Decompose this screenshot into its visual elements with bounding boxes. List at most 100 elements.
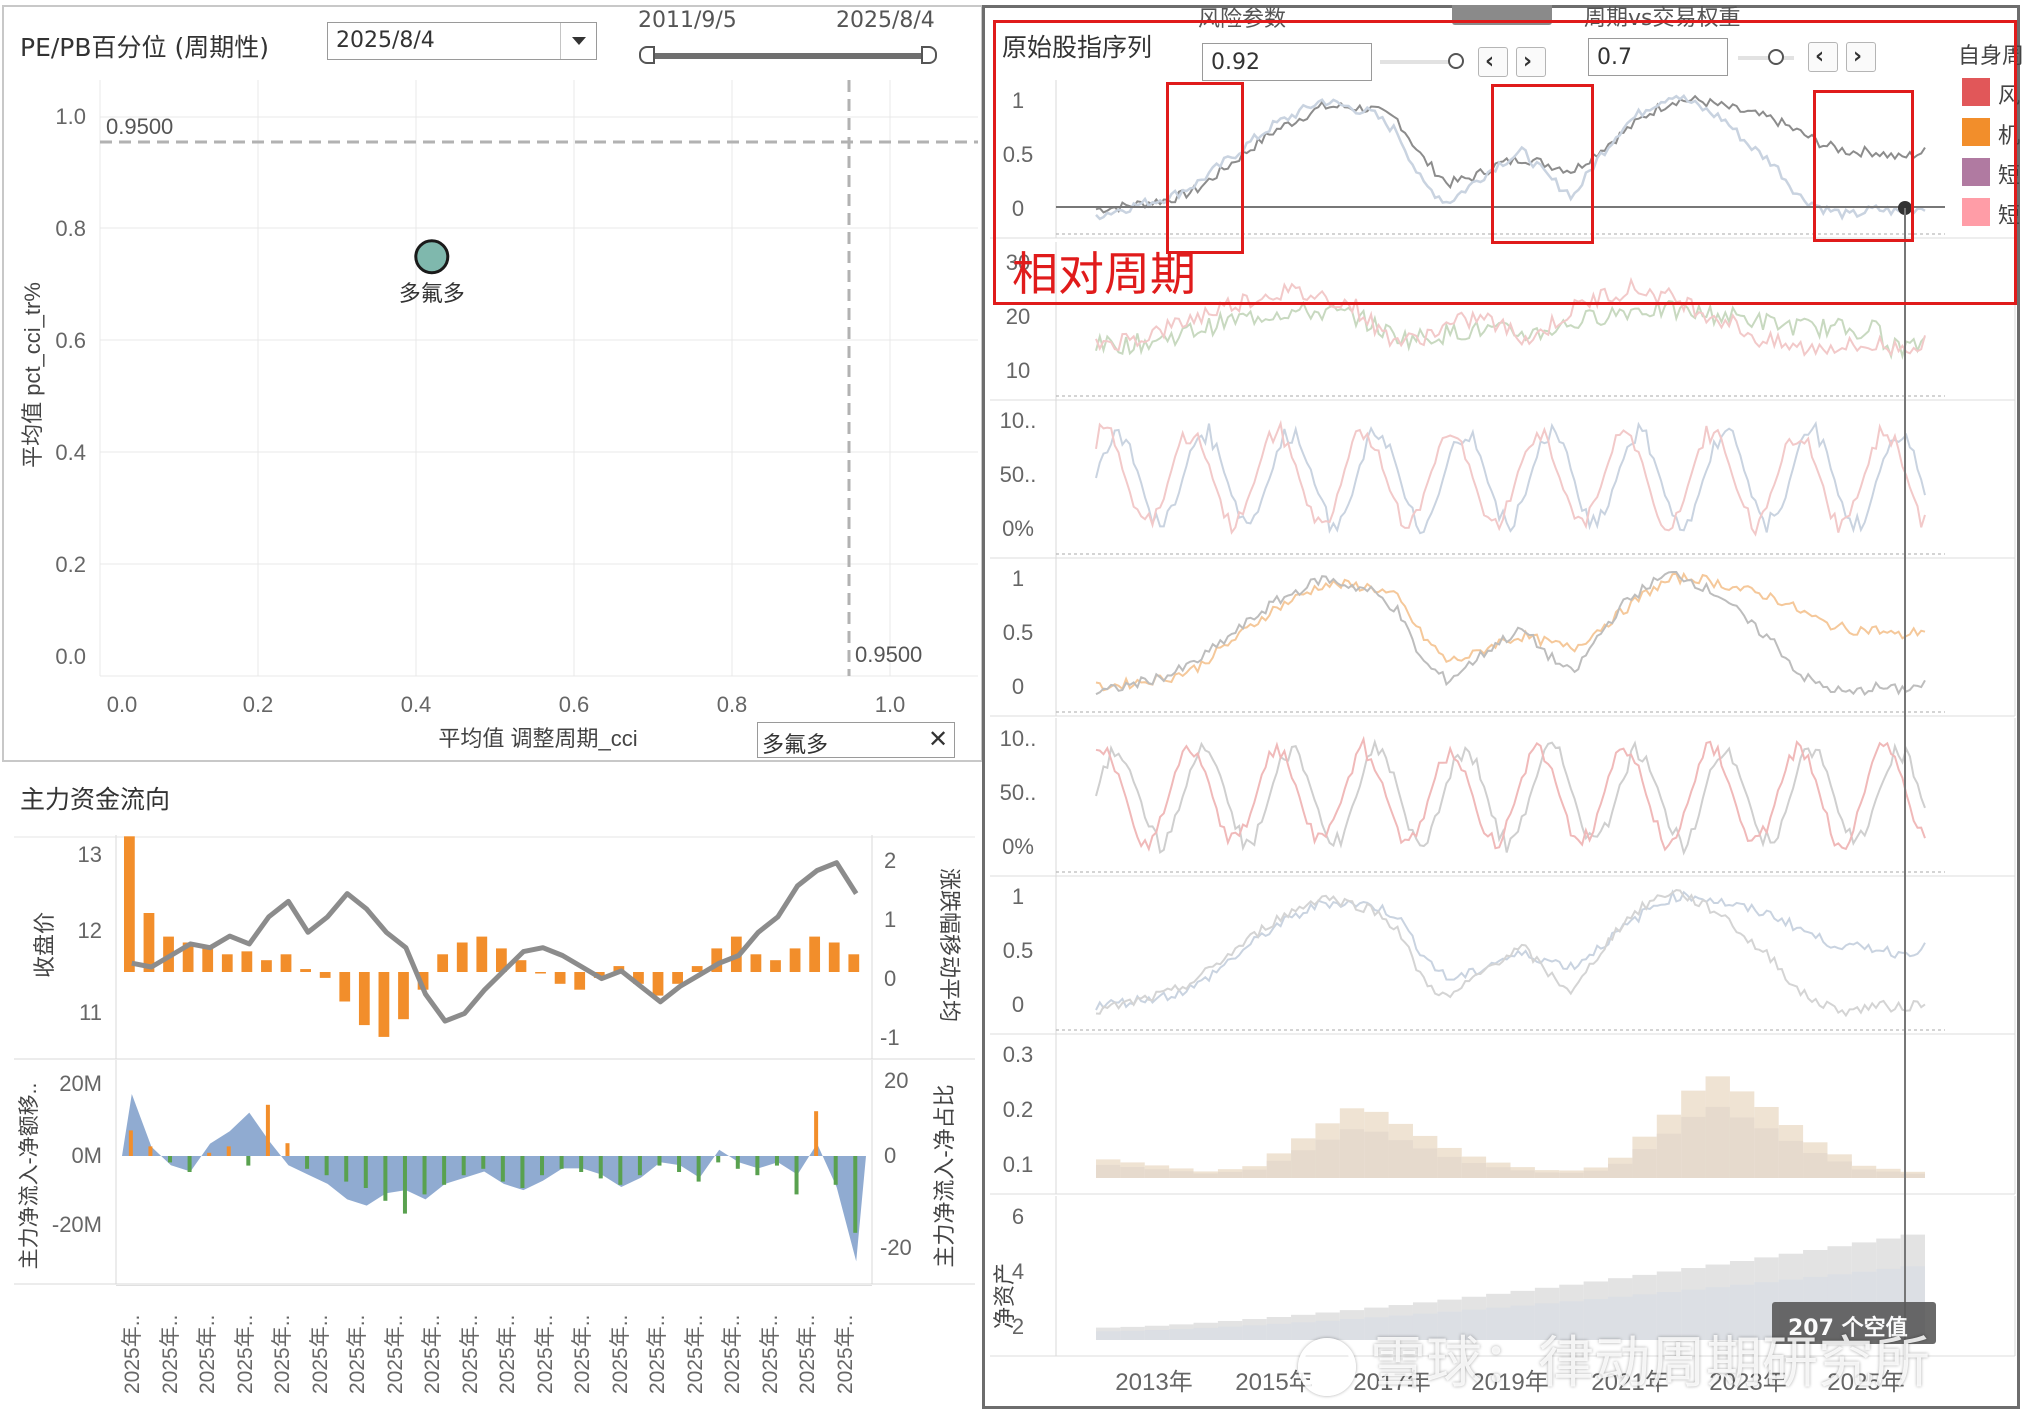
- legend-swatch[interactable]: [1962, 158, 1990, 186]
- date-tick: 2025年..: [121, 1314, 144, 1394]
- y-tick: 2: [884, 848, 896, 873]
- legend-swatch[interactable]: [1962, 78, 1990, 106]
- y-tick: 0%: [1002, 834, 1034, 859]
- filter-chip[interactable]: 多氟多 ✕: [757, 722, 955, 758]
- area-bar: [1364, 1317, 1389, 1340]
- filter-chip-value: 多氟多: [762, 733, 829, 758]
- flow-bar: [809, 936, 821, 972]
- date-tick: 2025年..: [233, 1314, 257, 1394]
- area-bar: [1632, 1149, 1657, 1178]
- index-subpanel: 10..50..0%10.50: [990, 400, 2016, 559]
- scatter-plot: 0.9500 0.9500 1.0 0.8 0.6 0.4 0.2 0.0 0.…: [20, 80, 978, 751]
- range-slider-track[interactable]: [652, 53, 928, 59]
- flow-bar: [422, 1156, 427, 1195]
- flow-bar: [618, 1156, 623, 1185]
- weight-prev-button[interactable]: ‹: [1808, 42, 1838, 72]
- flow-bar: [691, 966, 703, 972]
- series-line: [1095, 276, 1926, 357]
- series-line: [1095, 889, 1926, 1011]
- flow-bar: [481, 1156, 486, 1169]
- y-tick: -20: [880, 1235, 912, 1260]
- flow-bar: [305, 1156, 310, 1169]
- area-bar: [1339, 1129, 1365, 1178]
- area-bar: [1120, 1167, 1145, 1178]
- weight-slider-handle[interactable]: [1768, 49, 1784, 65]
- date-tick: 2025年..: [158, 1314, 182, 1394]
- index-panels: 10.501.530201021.5110..50..0%10.5010.506…: [990, 80, 2016, 1357]
- x-tick: 2013年: [1115, 1369, 1192, 1396]
- flow-bar: [319, 972, 331, 978]
- y-tick: 1.0: [55, 104, 86, 129]
- y-tick: 0.5: [1003, 938, 1034, 963]
- flow-bar: [398, 972, 409, 1020]
- series-line: [1095, 94, 1926, 214]
- date-tick-row: 2025年.. 2025年.. 2025年.. 2025年.. 2025年.. 2025年…: [116, 1285, 872, 1401]
- xueqiu-logo-icon: [1298, 1337, 1356, 1396]
- flow-bar: [613, 966, 625, 972]
- price-right-axis-label: 涨跌幅移动平均: [937, 868, 962, 1022]
- chevron-left-icon: ‹: [1815, 44, 1825, 69]
- series-line: [1095, 735, 1926, 852]
- weight-slider[interactable]: [1738, 56, 1794, 60]
- date-dropdown[interactable]: 2025/8/4: [327, 22, 597, 60]
- area-bar: [1534, 1172, 1560, 1178]
- flow-bar: [515, 960, 527, 972]
- x-tick: 0.0: [107, 692, 138, 717]
- price-left-axis-label: 收盘价: [32, 912, 57, 978]
- y-tick: 2: [1012, 1314, 1024, 1339]
- flow-bar: [221, 954, 233, 972]
- flow-bar: [285, 1143, 290, 1156]
- range-start-label: 2011/9/5: [638, 8, 737, 33]
- y-tick: 0: [1012, 674, 1024, 699]
- date-tick: 2025年..: [758, 1314, 782, 1394]
- tooltip-text: 207 个空值: [1788, 1316, 1908, 1341]
- flow-bar: [324, 1156, 329, 1176]
- flow-bar: [402, 1156, 407, 1214]
- price-chart: 13 12 11 2 1 0 -1 收盘价 涨跌幅移动平均: [14, 835, 975, 1060]
- flow-bar: [383, 1156, 388, 1201]
- area-bar: [1876, 1171, 1901, 1178]
- legend-swatch[interactable]: [1962, 118, 1990, 146]
- area-bar: [1705, 1106, 1730, 1178]
- flow-bar: [358, 972, 370, 1026]
- relative-cycle-box: [993, 20, 2017, 305]
- area-bar: [1827, 1161, 1852, 1178]
- close-icon[interactable]: ✕: [928, 725, 949, 753]
- legend-swatch[interactable]: [1962, 198, 1990, 226]
- y-tick: 0.5: [1003, 620, 1034, 645]
- area-bar: [1729, 1117, 1755, 1178]
- y-tick: 10..: [1000, 408, 1037, 433]
- flow-bar: [598, 1156, 603, 1179]
- range-slider-end-handle[interactable]: [921, 46, 937, 64]
- flow-left-axis-label: 主力净流入-净额移..: [18, 1083, 41, 1270]
- flow-bar: [848, 954, 860, 972]
- x-tick: 2021年: [1591, 1369, 1668, 1396]
- weight-input[interactable]: 0.7: [1588, 38, 1728, 76]
- risk-param-input[interactable]: 0.92: [1202, 43, 1372, 81]
- y-tick: 13: [78, 842, 102, 867]
- flow-bar: [437, 954, 449, 972]
- area-bar: [1412, 1148, 1438, 1178]
- weight-value: 0.7: [1597, 45, 1632, 70]
- null-value-tooltip[interactable]: 207 个空值: [1772, 1302, 1936, 1344]
- highlight-box: [1813, 90, 1914, 242]
- risk-prev-button[interactable]: ‹: [1478, 47, 1508, 77]
- weight-next-button[interactable]: ›: [1846, 42, 1876, 72]
- risk-param-slider[interactable]: [1380, 60, 1456, 64]
- area-bar: [1608, 1296, 1633, 1340]
- area-bar: [1388, 1140, 1413, 1178]
- flow-bar: [774, 1156, 779, 1166]
- risk-param-slider-handle[interactable]: [1448, 53, 1464, 69]
- risk-next-button[interactable]: ›: [1516, 47, 1546, 77]
- y-tick: 6: [1012, 1204, 1024, 1229]
- area-bar: [1291, 1322, 1316, 1340]
- flow-bar: [417, 972, 429, 990]
- flow-bar: [711, 948, 723, 972]
- range-slider-start-handle[interactable]: [639, 46, 655, 64]
- y-tick: 0.8: [55, 216, 86, 241]
- x-tick: 2017年: [1353, 1369, 1430, 1396]
- area-bar: [1461, 1309, 1487, 1340]
- price-line: [131, 860, 859, 1024]
- scatter-point[interactable]: [414, 239, 450, 275]
- dropdown-divider: [560, 23, 561, 59]
